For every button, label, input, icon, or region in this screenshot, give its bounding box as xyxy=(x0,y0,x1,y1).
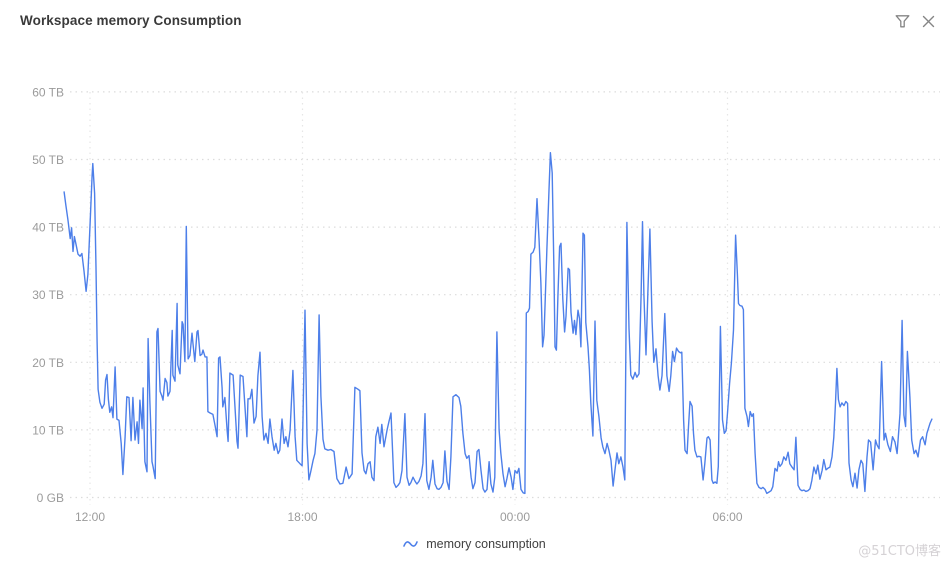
y-axis-labels: 0 GB 10 TB 20 TB 30 TB 40 TB 50 TB 60 TB xyxy=(32,85,64,505)
svg-text:20 TB: 20 TB xyxy=(32,356,64,370)
svg-text:30 TB: 30 TB xyxy=(32,288,64,302)
legend: memory consumption xyxy=(0,534,949,554)
x-axis-labels: 12:00 18:00 00:00 06:00 xyxy=(75,510,743,524)
watermark: @51CTO博客 xyxy=(858,544,941,559)
filter-button[interactable] xyxy=(891,10,913,32)
close-icon xyxy=(921,14,936,29)
legend-item-memory-consumption[interactable]: memory consumption xyxy=(403,537,546,551)
filter-icon xyxy=(894,13,911,30)
sine-wave-icon xyxy=(403,539,419,549)
svg-text:40 TB: 40 TB xyxy=(32,221,64,235)
memory-consumption-line xyxy=(63,152,933,495)
svg-text:12:00: 12:00 xyxy=(75,510,105,524)
legend-label: memory consumption xyxy=(426,537,546,551)
page-title: Workspace memory Consumption xyxy=(20,13,242,28)
svg-text:0 GB: 0 GB xyxy=(37,491,64,505)
svg-text:10 TB: 10 TB xyxy=(32,423,64,437)
close-button[interactable] xyxy=(917,10,939,32)
svg-text:50 TB: 50 TB xyxy=(32,153,64,167)
svg-text:60 TB: 60 TB xyxy=(32,85,64,99)
svg-text:06:00: 06:00 xyxy=(712,510,742,524)
svg-text:18:00: 18:00 xyxy=(287,510,317,524)
svg-text:00:00: 00:00 xyxy=(500,510,530,524)
widget-header: Workspace memory Consumption xyxy=(0,0,949,40)
horizontal-gridlines xyxy=(70,91,940,499)
